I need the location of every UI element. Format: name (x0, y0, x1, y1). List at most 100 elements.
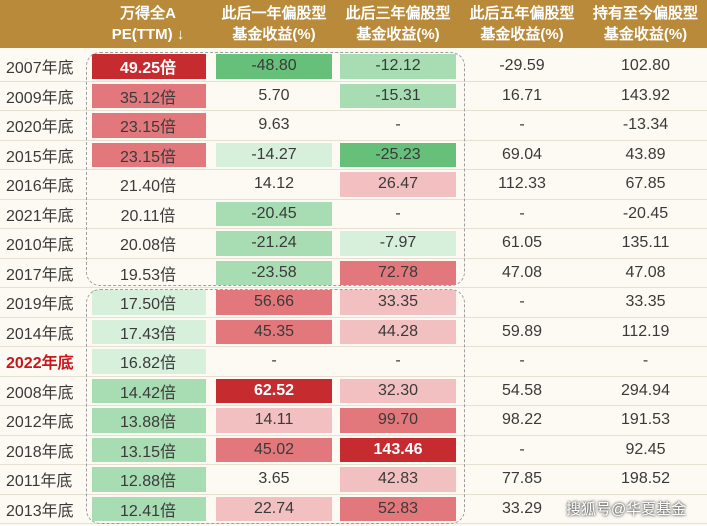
y3-cell-fill (340, 496, 456, 521)
pe-cell-fill (92, 496, 206, 521)
y1-cell-fill (216, 496, 332, 521)
pe-cell-fill (92, 83, 206, 108)
y1-cell-fill (216, 231, 332, 256)
year-cell-text: 2010年底 (6, 237, 74, 255)
one-year-return-cell-text: 62.52 (253, 381, 295, 399)
one-year-return-cell: 62.52 (216, 377, 332, 406)
y3-cell-fill (340, 260, 456, 285)
one-year-return-cell: 14.12 (216, 170, 332, 199)
y1-cell-fill (216, 408, 332, 433)
three-year-return-cell: 52.83 (339, 495, 457, 524)
y3-cell-fill (340, 437, 456, 462)
header-three-year: 此后三年偏股型 基金收益(%) (336, 0, 460, 48)
hold-return-cell-text: 143.92 (621, 86, 670, 104)
five-year-return-cell-text: 16.71 (501, 86, 543, 104)
header-three-year-line2: 基金收益(%) (356, 26, 440, 43)
three-year-return-cell-text: 33.35 (377, 293, 419, 311)
pe-cell-text: 21.40倍 (119, 178, 177, 196)
hold-return-cell-text: 198.52 (621, 470, 670, 488)
pe-cell: 20.11倍 (90, 200, 206, 229)
year-cell: 2022年底 (0, 347, 84, 376)
one-year-return-cell-text: 14.12 (253, 175, 295, 193)
header-hold: 持有至今偏股型 基金收益(%) (584, 0, 707, 48)
table-row: 2015年底 23.15倍 -14.27 -25.23 69.04 43.89 (0, 141, 707, 170)
pe-cell-text: 20.08倍 (119, 237, 177, 255)
year-cell-text: 2021年底 (6, 207, 74, 225)
five-year-return-cell-text: - (519, 352, 525, 370)
five-year-return-cell: - (464, 200, 580, 229)
pe-cell-text: 12.41倍 (119, 502, 177, 520)
hold-return-cell: 102.80 (588, 52, 703, 81)
table-row: 2011年底 12.88倍 3.65 42.83 77.85 198.52 (0, 465, 707, 495)
y1-cell-fill (216, 437, 332, 462)
year-cell-text: 2015年底 (6, 148, 74, 166)
hold-return-cell: -20.45 (588, 200, 703, 229)
header-pe-line2-sort-arrow: PE(TTM) ↓ (111, 26, 185, 43)
year-cell-text: 2017年底 (6, 266, 74, 284)
three-year-return-cell: 26.47 (339, 170, 457, 199)
header-hold-line1: 持有至今偏股型 (592, 5, 698, 22)
five-year-return-cell: - (464, 288, 580, 317)
header-one-year-line2: 基金收益(%) (232, 26, 316, 43)
one-year-return-cell-text: 45.35 (253, 322, 295, 340)
year-cell: 2012年底 (0, 406, 84, 435)
three-year-return-cell-text: 143.46 (373, 440, 423, 458)
hold-return-cell-text: 47.08 (625, 263, 666, 281)
one-year-return-cell-text: -14.27 (251, 145, 297, 163)
pe-cell-fill (92, 113, 206, 138)
three-year-return-cell-text: - (395, 204, 401, 222)
table-row: 2020年底 23.15倍 9.63 - - -13.34 (0, 111, 707, 141)
year-cell: 2015年底 (0, 141, 84, 170)
pe-cell: 12.41倍 (90, 495, 206, 524)
pe-cell-text: 14.42倍 (119, 384, 177, 402)
table-row: 2012年底 13.88倍 14.11 99.70 98.22 191.53 (0, 406, 707, 436)
year-cell-text: 2011年底 (6, 473, 73, 491)
hold-return-cell: 47.08 (588, 259, 703, 288)
table-row: 2017年底 19.53倍 -23.58 72.78 47.08 47.08 (0, 259, 707, 288)
table-row: 2021年底 20.11倍 -20.45 - - -20.45 (0, 200, 707, 229)
table-row: 2008年底 14.42倍 62.52 32.30 54.58 294.94 (0, 377, 707, 406)
table-row: 2018年底 13.15倍 45.02 143.46 - 92.45 (0, 436, 707, 465)
three-year-return-cell: 32.30 (339, 377, 457, 406)
pe-cell-fill (92, 437, 206, 462)
hold-return-cell-text: - (642, 352, 649, 370)
one-year-return-cell: 5.70 (216, 82, 332, 111)
hold-return-cell-text: -20.45 (622, 204, 669, 222)
pe-cell: 35.12倍 (90, 82, 206, 111)
three-year-return-cell: -12.12 (339, 52, 457, 81)
pe-cell: 19.53倍 (90, 259, 206, 288)
hold-return-cell-text: 33.35 (625, 293, 666, 311)
pe-cell-text: 35.12倍 (119, 89, 177, 107)
y3-cell-fill (340, 408, 456, 433)
pe-cell-fill (92, 319, 206, 344)
one-year-return-cell-text: 3.65 (258, 470, 290, 488)
table-row: 2014年底 17.43倍 45.35 44.28 59.89 112.19 (0, 318, 707, 347)
hold-return-cell-text: 92.45 (625, 440, 666, 458)
five-year-return-cell: - (464, 111, 580, 140)
year-cell-text: 2009年底 (6, 89, 74, 107)
watermark: 搜狐号@华夏基金 (566, 501, 687, 518)
one-year-return-cell-text: - (271, 352, 277, 370)
pe-cell: 49.25倍 (90, 52, 206, 81)
year-cell: 2021年底 (0, 200, 84, 229)
pe-cell-text: 13.88倍 (119, 414, 177, 432)
year-cell: 2019年底 (0, 288, 84, 317)
pe-cell-fill (92, 54, 206, 79)
pe-cell: 17.50倍 (90, 288, 206, 317)
three-year-return-cell-text: 26.47 (377, 175, 419, 193)
three-year-return-cell-text: - (395, 116, 401, 134)
header-pe[interactable]: 万得全A PE(TTM) ↓ (90, 0, 206, 48)
five-year-return-cell-text: 98.22 (501, 411, 543, 429)
year-cell-text: 2012年底 (6, 414, 74, 432)
header-three-year-line1: 此后三年偏股型 (345, 5, 451, 22)
year-cell: 2011年底 (0, 465, 84, 494)
one-year-return-cell: -20.45 (216, 200, 332, 229)
one-year-return-cell: -21.24 (216, 229, 332, 258)
one-year-return-cell-text: 22.74 (253, 499, 295, 517)
pe-cell: 16.82倍 (90, 347, 206, 376)
table-row: 2022年底 16.82倍 - - - - (0, 347, 707, 377)
header-one-year: 此后一年偏股型 基金收益(%) (212, 0, 336, 48)
three-year-return-cell: 33.35 (339, 288, 457, 317)
year-cell: 2010年底 (0, 229, 84, 258)
pe-cell-text: 19.53倍 (119, 266, 177, 284)
